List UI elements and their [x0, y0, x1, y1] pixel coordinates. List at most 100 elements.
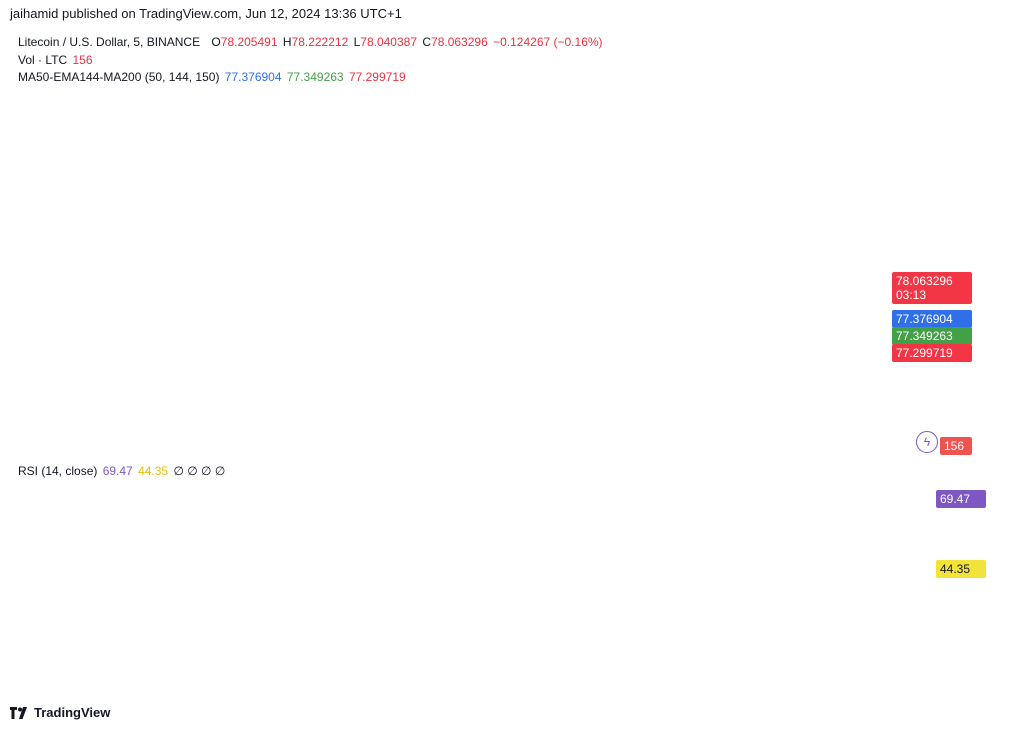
candle-body [70, 146, 74, 150]
candle-body [330, 172, 333, 174]
volume-bar [413, 415, 416, 456]
candle-body [382, 139, 386, 145]
volume-bar [386, 420, 389, 456]
volume-bar [868, 448, 871, 456]
volume-bar [902, 451, 905, 456]
candle-body [52, 149, 55, 151]
ma200-price-label: 77.299719 [892, 344, 972, 362]
volume-bar [800, 443, 803, 456]
volume-bar [778, 449, 781, 456]
candle-body [401, 132, 404, 136]
volume-bar [324, 447, 327, 456]
volume-bar [373, 435, 376, 456]
candle-body [574, 200, 577, 212]
volume-label[interactable]: Vol · LTC [18, 53, 68, 67]
candle-body [290, 171, 293, 179]
time-tick-label: 11 [603, 677, 616, 691]
candle-body [27, 156, 30, 159]
candle-body [79, 148, 83, 152]
volume-bar [518, 427, 521, 456]
volume-bar [793, 442, 796, 456]
volume-bar [311, 443, 314, 456]
time-tick-label: 12:00 [291, 677, 321, 691]
candle-body [299, 177, 302, 184]
volume-bar [86, 450, 89, 456]
volume-bar [160, 447, 163, 456]
volume-bar [243, 450, 246, 456]
candle-body [166, 206, 169, 221]
volume-bar [225, 444, 228, 456]
candle-body [781, 243, 784, 245]
price-tick-label: 76.000000 [944, 391, 1001, 405]
low-label: L [353, 35, 361, 49]
volume-bar [630, 449, 633, 456]
volume-bar [70, 452, 73, 456]
candle-body [552, 194, 556, 200]
candle-body [181, 198, 185, 205]
volume-bar [583, 451, 586, 456]
candle-body [61, 146, 64, 153]
candle-body [178, 198, 182, 205]
candle-body [336, 160, 339, 165]
rsi-line [9, 473, 935, 643]
volume-bar [67, 420, 70, 456]
volume-bar [234, 426, 237, 456]
volume-bar [423, 452, 426, 456]
volume-bar [905, 441, 908, 456]
lightning-icon[interactable]: ϟ [916, 431, 938, 453]
candle-body [531, 168, 534, 175]
volume-bar [787, 428, 790, 456]
candle-body [867, 330, 871, 332]
high-label: H [282, 35, 292, 49]
candle-body [283, 169, 287, 179]
candle-body [342, 157, 345, 159]
volume-bar [191, 433, 194, 456]
change-value: −0.124267 (−0.16%) [493, 35, 603, 49]
volume-bar [716, 437, 719, 456]
candle-body [738, 270, 741, 272]
candle-body [629, 169, 633, 171]
candle-body [747, 282, 750, 284]
volume-bar [818, 442, 821, 456]
tradingview-brand[interactable]: TradingView [10, 705, 110, 720]
candle-body [565, 203, 568, 206]
volume-bar [599, 452, 602, 456]
volume-bar [420, 434, 423, 456]
volume-bar [487, 438, 490, 456]
candle-body [311, 178, 315, 183]
candle-body [571, 203, 574, 212]
candle-body [367, 143, 370, 154]
volume-bar [790, 447, 793, 456]
rsi-band-fill [10, 496, 934, 609]
candle-body [286, 169, 290, 179]
candle-body [268, 167, 271, 169]
volume-bar [642, 444, 645, 456]
volume-bar [129, 450, 132, 456]
volume-bar [605, 446, 608, 456]
volume-bar [806, 452, 809, 456]
volume-bar [24, 419, 27, 456]
rsi-label[interactable]: RSI (14, close) [18, 464, 98, 478]
volume-bar [889, 446, 892, 456]
ema144-line [9, 95, 935, 321]
volume-bar [645, 442, 648, 456]
candle-body [169, 204, 172, 207]
volume-bar [549, 452, 552, 456]
volume-bar [608, 452, 611, 456]
candle-body [620, 173, 624, 187]
volume-bar [908, 449, 911, 456]
symbol-name[interactable]: Litecoin / U.S. Dollar, 5, BINANCE [18, 35, 201, 49]
candle-body [710, 228, 713, 231]
ma-label[interactable]: MA50-EMA144-MA200 (50, 144, 150) [18, 70, 220, 84]
candle-body [160, 216, 163, 223]
candle-body [722, 246, 726, 249]
volume-bar [537, 449, 540, 456]
volume-bar [797, 420, 800, 456]
candle-body [123, 184, 126, 187]
volume-bar [188, 432, 191, 456]
candle-body [583, 198, 586, 202]
volume-bar [154, 447, 157, 456]
volume-bar [36, 451, 39, 456]
volume-bar [834, 452, 837, 456]
